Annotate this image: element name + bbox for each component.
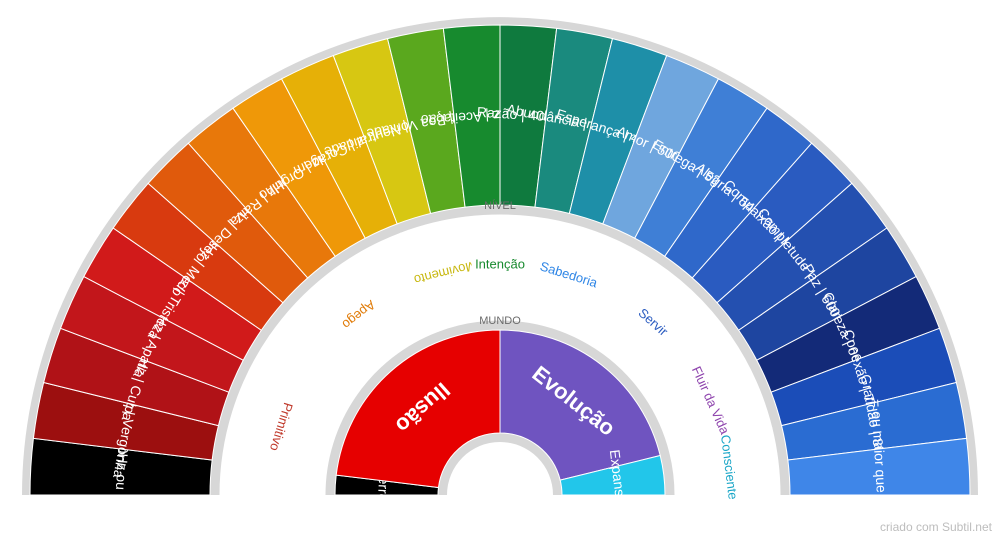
- middle-slice-label: Intenção: [475, 256, 525, 271]
- inner-ring-label: MUNDO: [479, 315, 521, 327]
- middle-ring-label: NÍVEL: [484, 199, 516, 212]
- consciousness-semicircle-chart: 0Hz ou -20Hz | Vergonha30Hz | Culpa50Hz …: [0, 0, 1000, 540]
- credit-text: criado com Subtil.net: [880, 520, 992, 534]
